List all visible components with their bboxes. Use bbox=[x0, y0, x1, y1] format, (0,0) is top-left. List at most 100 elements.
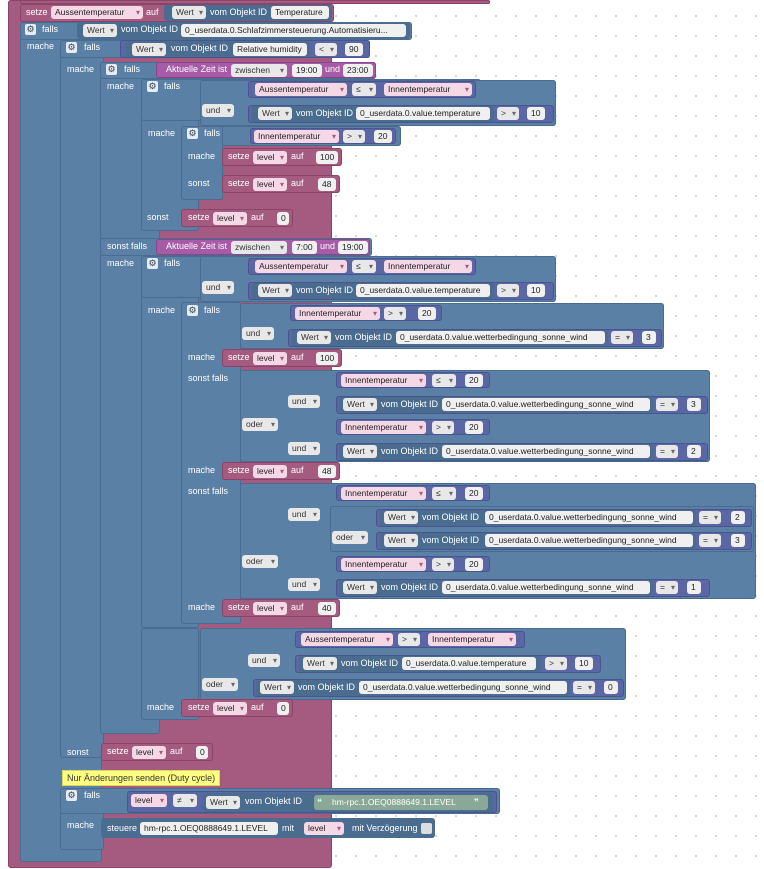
logic-op-dropdown[interactable]: oder bbox=[242, 555, 278, 568]
number-field[interactable]: 40 bbox=[318, 602, 336, 615]
gear-icon[interactable]: ⚙ bbox=[25, 24, 36, 35]
var-dropdown[interactable]: Innentemperatur bbox=[384, 83, 472, 96]
logic-op-dropdown[interactable]: und bbox=[288, 578, 320, 591]
number-field[interactable]: 100 bbox=[316, 352, 338, 365]
number-field[interactable]: 1 bbox=[687, 581, 701, 594]
var-dropdown[interactable]: level bbox=[253, 178, 287, 191]
logic-op-dropdown[interactable]: oder bbox=[332, 531, 368, 544]
wert-dropdown[interactable]: Wert bbox=[83, 24, 117, 37]
operator-dropdown[interactable]: > bbox=[497, 284, 519, 297]
operator-dropdown[interactable]: > bbox=[343, 130, 365, 143]
operator-dropdown[interactable]: ≤ bbox=[432, 374, 456, 387]
gear-icon[interactable]: ⚙ bbox=[147, 81, 158, 92]
number-field[interactable]: 20 bbox=[465, 487, 483, 500]
operator-dropdown[interactable]: > bbox=[384, 307, 406, 320]
object-id-field[interactable]: 0_userdata.0.value.wetterbedingung_sonne… bbox=[485, 534, 693, 547]
var-dropdown[interactable]: Aussentemperatur bbox=[255, 260, 347, 273]
gear-icon[interactable]: ⚙ bbox=[147, 258, 158, 269]
wert-dropdown[interactable]: Wert bbox=[303, 657, 337, 670]
object-id-field[interactable]: 0_userdata.0.value.wetterbedingung_sonne… bbox=[359, 681, 567, 694]
operator-dropdown[interactable]: < bbox=[315, 43, 337, 56]
operator-dropdown[interactable]: ≤ bbox=[352, 260, 376, 273]
var-dropdown[interactable]: Innentemperatur bbox=[384, 260, 472, 273]
gear-icon[interactable]: ⚙ bbox=[187, 128, 198, 139]
wert-dropdown[interactable]: Wert bbox=[258, 107, 292, 120]
number-field[interactable]: 2 bbox=[731, 511, 745, 524]
number-field[interactable]: 3 bbox=[642, 331, 656, 344]
operator-dropdown[interactable]: = bbox=[656, 581, 678, 594]
if-humidity-block[interactable] bbox=[60, 40, 104, 758]
object-id-field[interactable]: 0_userdata.0.value.wetterbedingung_sonne… bbox=[442, 581, 650, 594]
operator-dropdown[interactable]: = bbox=[611, 331, 633, 344]
operator-dropdown[interactable]: > bbox=[432, 558, 454, 571]
var-dropdown[interactable]: level bbox=[253, 465, 287, 478]
time-field[interactable]: 7:00 bbox=[292, 241, 317, 254]
number-field[interactable]: 20 bbox=[465, 374, 483, 387]
number-field[interactable]: 100 bbox=[316, 151, 338, 164]
var-dropdown[interactable]: Aussentemperatur bbox=[51, 6, 143, 19]
object-id-field[interactable]: 0_userdata.0.value.wetterbedingung_sonne… bbox=[442, 398, 650, 411]
number-field[interactable]: 20 bbox=[465, 558, 483, 571]
var-dropdown[interactable]: level bbox=[132, 746, 166, 759]
number-field[interactable]: 20 bbox=[374, 130, 392, 143]
number-field[interactable]: 90 bbox=[345, 43, 363, 56]
comment-note[interactable]: Nur Änderungen senden (Duty cycle) bbox=[62, 770, 221, 786]
wert-dropdown[interactable]: Wert bbox=[384, 511, 418, 524]
operator-dropdown[interactable]: = bbox=[699, 511, 721, 524]
number-field[interactable]: 0 bbox=[277, 212, 289, 225]
object-id-field[interactable]: 0_userdata.0.Schlafzimmersteuerung.Autom… bbox=[181, 24, 406, 37]
var-dropdown[interactable]: Innentemperatur bbox=[341, 558, 426, 571]
logic-op-dropdown[interactable]: und bbox=[288, 395, 320, 408]
number-field[interactable]: 48 bbox=[318, 178, 336, 191]
object-id-field[interactable]: Temperature bbox=[271, 6, 329, 19]
var-dropdown[interactable]: Aussentemperatur bbox=[255, 83, 347, 96]
logic-op-dropdown[interactable]: und bbox=[288, 508, 320, 521]
var-dropdown[interactable]: Innentemperatur bbox=[341, 487, 426, 500]
operator-dropdown[interactable]: = bbox=[699, 534, 721, 547]
operator-dropdown[interactable]: ≠ bbox=[173, 794, 197, 807]
number-field[interactable]: 10 bbox=[527, 107, 545, 120]
wert-dropdown[interactable]: Wert bbox=[343, 581, 377, 594]
var-dropdown[interactable]: Aussentemperatur bbox=[301, 633, 393, 646]
between-dropdown[interactable]: zwischen bbox=[231, 241, 287, 254]
operator-dropdown[interactable]: = bbox=[656, 398, 678, 411]
operator-dropdown[interactable]: > bbox=[432, 421, 454, 434]
object-id-field[interactable]: 0_userdata.0.value.wetterbedingung_sonne… bbox=[442, 445, 650, 458]
object-id-field[interactable]: hm-rpc.1.OEQ0888649.1.LEVEL bbox=[140, 822, 278, 835]
time-field[interactable]: 19:00 bbox=[292, 64, 322, 77]
object-id-field[interactable]: 0_userdata.0.value.wetterbedingung_sonne… bbox=[485, 511, 693, 524]
gear-icon[interactable]: ⚙ bbox=[106, 64, 117, 75]
var-dropdown[interactable]: Innentemperatur bbox=[341, 421, 426, 434]
logic-op-dropdown[interactable]: und bbox=[202, 281, 234, 294]
logic-op-dropdown[interactable]: und bbox=[288, 442, 320, 455]
gear-icon[interactable]: ⚙ bbox=[66, 790, 77, 801]
wert-dropdown[interactable]: Wert bbox=[132, 43, 166, 56]
wert-dropdown[interactable]: Wert bbox=[260, 681, 294, 694]
delay-checkbox[interactable] bbox=[421, 823, 432, 834]
gear-icon[interactable]: ⚙ bbox=[187, 305, 198, 316]
var-dropdown[interactable]: level bbox=[253, 602, 287, 615]
between-dropdown[interactable]: zwischen bbox=[231, 64, 287, 77]
gear-icon[interactable]: ⚙ bbox=[66, 42, 77, 53]
logic-op-dropdown[interactable]: und bbox=[248, 654, 280, 667]
number-field[interactable]: 3 bbox=[687, 398, 701, 411]
operator-dropdown[interactable]: > bbox=[398, 633, 420, 646]
number-field[interactable]: 48 bbox=[318, 465, 336, 478]
operator-dropdown[interactable]: > bbox=[497, 107, 519, 120]
wert-dropdown[interactable]: Wert bbox=[172, 6, 206, 19]
number-field[interactable]: 20 bbox=[465, 421, 483, 434]
string-block[interactable] bbox=[314, 795, 488, 810]
number-field[interactable]: 2 bbox=[687, 445, 701, 458]
string-field[interactable]: hm-rpc.1.OEQ0888649.1.LEVEL bbox=[332, 797, 456, 807]
operator-dropdown[interactable]: = bbox=[656, 445, 678, 458]
operator-dropdown[interactable]: ≤ bbox=[432, 487, 456, 500]
number-field[interactable]: 0 bbox=[196, 746, 208, 759]
number-field[interactable]: 0 bbox=[604, 681, 618, 694]
time-field[interactable]: 23:00 bbox=[343, 64, 373, 77]
operator-dropdown[interactable]: ≤ bbox=[352, 83, 376, 96]
wert-dropdown[interactable]: Wert bbox=[206, 796, 240, 809]
var-dropdown[interactable]: Innentemperatur bbox=[341, 374, 426, 387]
operator-dropdown[interactable]: > bbox=[545, 657, 567, 670]
var-dropdown[interactable]: Innentemperatur bbox=[295, 307, 380, 320]
